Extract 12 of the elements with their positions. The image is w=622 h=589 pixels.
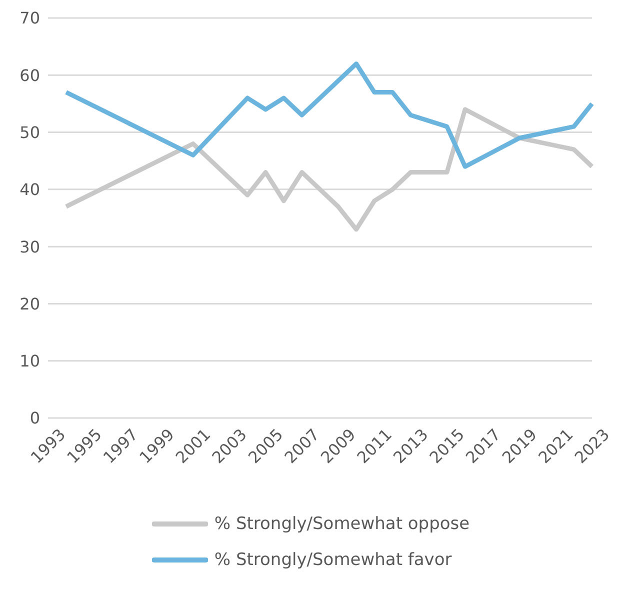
y-tick-label: 50 <box>20 122 40 142</box>
y-tick-label: 20 <box>20 294 40 314</box>
y-tick-label: 60 <box>20 66 40 85</box>
legend-label: % Strongly/Somewhat favor <box>214 549 452 572</box>
line-series <box>64 61 594 169</box>
y-tick-label: 10 <box>20 352 40 371</box>
line-series <box>64 107 594 232</box>
y-tick-label: 30 <box>20 237 40 256</box>
y-tick-label: 70 <box>20 8 40 28</box>
y-tick-label: 40 <box>20 180 40 200</box>
y-tick-label: 0 <box>30 408 40 428</box>
legend-label: % Strongly/Somewhat oppose <box>214 513 470 536</box>
